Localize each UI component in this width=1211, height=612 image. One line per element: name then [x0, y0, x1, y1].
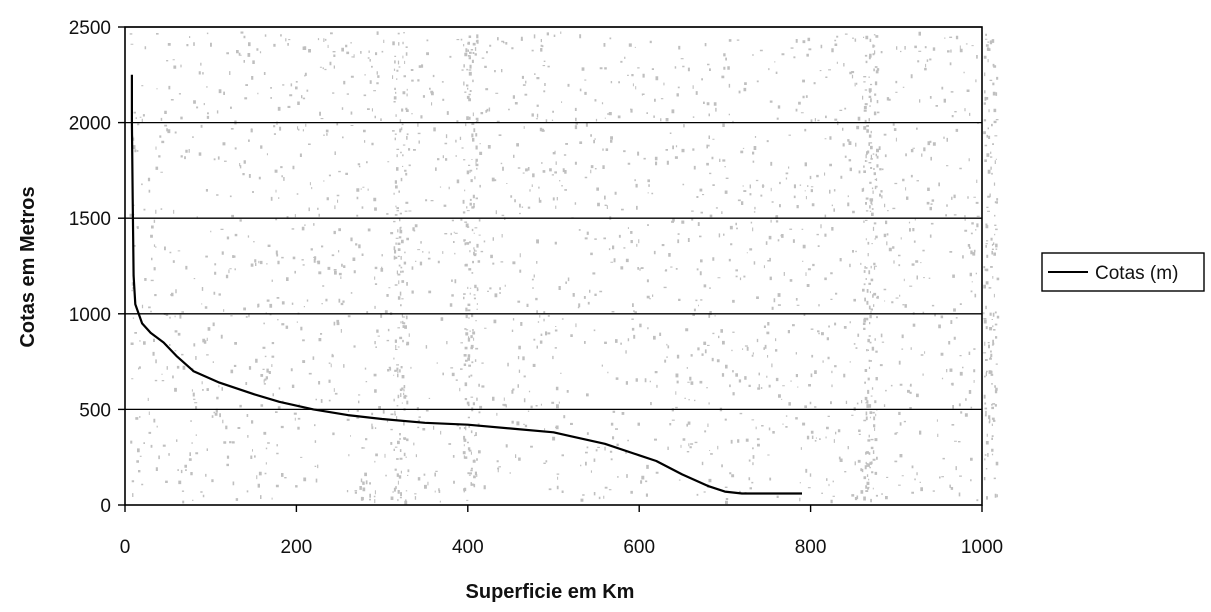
y-tick-label-1000: 1000 — [69, 305, 111, 326]
series-line-cotas — [130, 74, 802, 495]
legend: Cotas (m) — [1041, 252, 1205, 292]
x-tick-label-400: 400 — [452, 537, 484, 558]
plot-background — [125, 27, 982, 505]
x-tick-label-1000: 1000 — [961, 537, 1003, 558]
y-tick-label-500: 500 — [79, 400, 111, 421]
plot-frame — [124, 26, 983, 506]
x-tick-label-600: 600 — [623, 537, 655, 558]
y-tick-label-2000: 2000 — [69, 114, 111, 135]
y-tick-label-0: 0 — [100, 496, 111, 517]
legend-label: Cotas (m) — [1095, 263, 1178, 284]
plot-area — [125, 27, 982, 505]
x-tick-label-200: 200 — [281, 537, 313, 558]
axes: 0 500 1000 1500 2000 2500 0 200 400 600 800 1000 — [69, 18, 1003, 558]
x-tick-label-800: 800 — [795, 537, 827, 558]
y-axis-title: Cotas em Metros — [17, 186, 39, 347]
y-tick-label-1500: 1500 — [69, 209, 111, 230]
x-axis-title: Superficie em Km — [466, 581, 635, 603]
y-tick-label-2500: 2500 — [69, 18, 111, 39]
series-layer — [130, 74, 802, 495]
gridlines — [125, 26, 982, 411]
x-tick-label-0: 0 — [120, 537, 131, 558]
